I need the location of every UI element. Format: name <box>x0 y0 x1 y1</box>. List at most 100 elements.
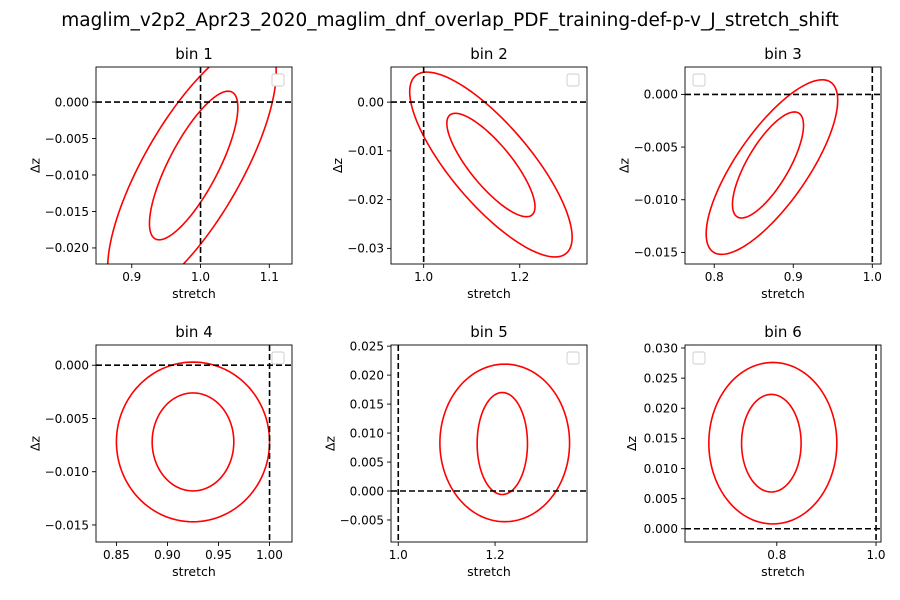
x-tick-label-bin-3: 0.9 <box>784 270 803 284</box>
x-tick-label-bin-4: 0.95 <box>205 548 232 562</box>
plot-area-bin-4 <box>96 345 292 542</box>
axes-frame-bin-2 <box>390 66 588 265</box>
x-tick-label-bin-1: 1.1 <box>260 270 279 284</box>
y-tick-label-bin-3: −0.015 <box>634 246 678 260</box>
x-tick-label-bin-4: 0.85 <box>103 548 130 562</box>
y-axis-label-bin-6: Δz <box>624 436 639 452</box>
y-tick-label-bin-6: 0.020 <box>644 402 678 416</box>
y-tick-label-bin-1: −0.015 <box>45 205 89 219</box>
y-tick-label-bin-5: 0.025 <box>350 339 384 353</box>
outer-contour-bin-1 <box>106 67 278 264</box>
y-axis-label-bin-5: Δz <box>323 436 338 452</box>
y-tick-label-bin-2: 0.00 <box>357 95 384 109</box>
outer-contour-bin-6 <box>708 361 838 525</box>
panel-title-bin-5: bin 5 <box>470 323 508 341</box>
y-axis-label-bin-1: Δz <box>28 158 43 174</box>
x-tick-label-bin-4: 1.00 <box>256 548 283 562</box>
y-tick-label-bin-3: 0.000 <box>644 88 678 102</box>
panel-bin-6: 0.8 1.0 0.000 0.005 0.010 0.015 0.020 0.025 0.03… <box>624 323 886 579</box>
y-tick-label-bin-3: −0.005 <box>634 140 678 154</box>
y-tick-label-bin-6: 0.025 <box>644 371 678 385</box>
plot-area-bin-5 <box>391 345 587 542</box>
y-tick-label-bin-1: −0.005 <box>45 132 89 146</box>
y-tick-label-bin-4: 0.000 <box>55 359 89 373</box>
y-tick-label-bin-6: 0.010 <box>644 462 678 476</box>
y-axis-label-bin-2: Δz <box>330 158 345 174</box>
y-tick-label-bin-2: −0.03 <box>347 242 384 256</box>
y-axis-label-bin-3: Δz <box>617 158 632 174</box>
x-axis-label-bin-2: stretch <box>467 286 511 301</box>
x-axis-label-bin-6: stretch <box>761 564 805 579</box>
panel-title-bin-3: bin 3 <box>764 45 802 63</box>
y-tick-label-bin-4: −0.005 <box>45 412 89 426</box>
panel-title-bin-6: bin 6 <box>764 323 802 341</box>
plot-area-bin-3 <box>685 67 881 264</box>
outer-contour-bin-2 <box>408 71 573 258</box>
panel-bin-3: 0.8 0.9 1.0 −0.015 −0.010 −0.005 0.000 bin 3 str… <box>617 45 882 301</box>
panel-bin-1: 0.9 1.0 1.1 −0.020 −0.015 −0.010 −0.005 0.000 bi… <box>28 45 293 301</box>
x-tick-label-bin-2: 1.2 <box>510 270 529 284</box>
y-tick-label-bin-1: −0.010 <box>45 168 89 182</box>
x-axis-label-bin-1: stretch <box>172 286 216 301</box>
x-axis-label-bin-5: stretch <box>467 564 511 579</box>
plot-area-bin-1 <box>96 67 292 264</box>
panel-bin-5: 1.0 1.2 −0.005 0.000 0.005 0.010 0.015 0.020 0.0… <box>323 323 588 579</box>
y-tick-label-bin-2: −0.02 <box>347 193 384 207</box>
x-tick-label-bin-6: 0.8 <box>767 548 786 562</box>
x-tick-label-bin-1: 1.0 <box>191 270 210 284</box>
axes-frame-bin-6 <box>684 344 882 543</box>
panel-title-bin-2: bin 2 <box>470 45 508 63</box>
y-tick-label-bin-5: 0.000 <box>350 484 384 498</box>
legend-box-bin-1 <box>271 73 285 87</box>
y-axis-label-bin-4: Δz <box>28 436 43 452</box>
x-tick-label-bin-3: 0.8 <box>705 270 724 284</box>
y-tick-label-bin-2: −0.01 <box>347 144 384 158</box>
y-tick-label-bin-4: −0.010 <box>45 465 89 479</box>
axes-frame-bin-3 <box>684 66 882 265</box>
y-tick-label-bin-5: 0.005 <box>350 455 384 469</box>
y-tick-label-bin-5: −0.005 <box>340 513 384 527</box>
panel-title-bin-1: bin 1 <box>175 45 213 63</box>
legend-box-bin-4 <box>271 351 285 365</box>
inner-contour-bin-3 <box>731 111 805 219</box>
inner-contour-bin-6 <box>740 393 802 493</box>
panel-bin-4: 0.85 0.90 0.95 1.00 −0.015 −0.010 −0.005 0.000 b… <box>28 323 293 579</box>
y-tick-label-bin-1: 0.000 <box>55 95 89 109</box>
x-tick-label-bin-5: 1.2 <box>486 548 505 562</box>
inner-contour-bin-4 <box>151 392 235 492</box>
y-tick-label-bin-6: 0.030 <box>644 341 678 355</box>
y-tick-label-bin-1: −0.020 <box>45 241 89 255</box>
x-tick-label-bin-3: 1.0 <box>863 270 882 284</box>
plot-area-bin-6 <box>685 345 881 542</box>
x-tick-label-bin-1: 0.9 <box>122 270 141 284</box>
y-tick-label-bin-6: 0.000 <box>644 522 678 536</box>
inner-contour-bin-5 <box>476 391 529 496</box>
y-tick-label-bin-6: 0.005 <box>644 492 678 506</box>
x-tick-label-bin-4: 0.90 <box>154 548 181 562</box>
axes-frame-bin-5 <box>390 344 588 543</box>
outer-contour-bin-5 <box>439 363 571 523</box>
x-tick-label-bin-5: 1.0 <box>389 548 408 562</box>
plot-area-bin-2 <box>391 67 587 264</box>
y-tick-label-bin-5: 0.010 <box>350 426 384 440</box>
figure-title: maglim_v2p2_Apr23_2020_maglim_dnf_overla… <box>61 10 839 31</box>
y-tick-label-bin-6: 0.015 <box>644 432 678 446</box>
outer-contour-bin-3 <box>705 78 839 256</box>
legend-box-bin-3 <box>692 73 706 87</box>
y-tick-label-bin-5: 0.015 <box>350 397 384 411</box>
inner-contour-bin-1 <box>148 90 239 241</box>
panel-title-bin-4: bin 4 <box>175 323 213 341</box>
legend-box-bin-6 <box>692 351 706 365</box>
axes-frame-bin-4 <box>95 344 293 543</box>
y-tick-label-bin-4: −0.015 <box>45 518 89 532</box>
outer-contour-bin-4 <box>115 361 271 523</box>
x-tick-label-bin-6: 1.0 <box>866 548 885 562</box>
y-tick-label-bin-3: −0.010 <box>634 193 678 207</box>
panel-bin-2: 1.0 1.2 −0.03 −0.02 −0.01 0.00 bin 2 stretch Δz <box>330 45 588 301</box>
inner-contour-bin-2 <box>446 112 536 218</box>
y-tick-label-bin-5: 0.020 <box>350 368 384 382</box>
x-axis-label-bin-4: stretch <box>172 564 216 579</box>
axes-frame-bin-1 <box>95 66 293 265</box>
legend-box-bin-5 <box>566 351 580 365</box>
